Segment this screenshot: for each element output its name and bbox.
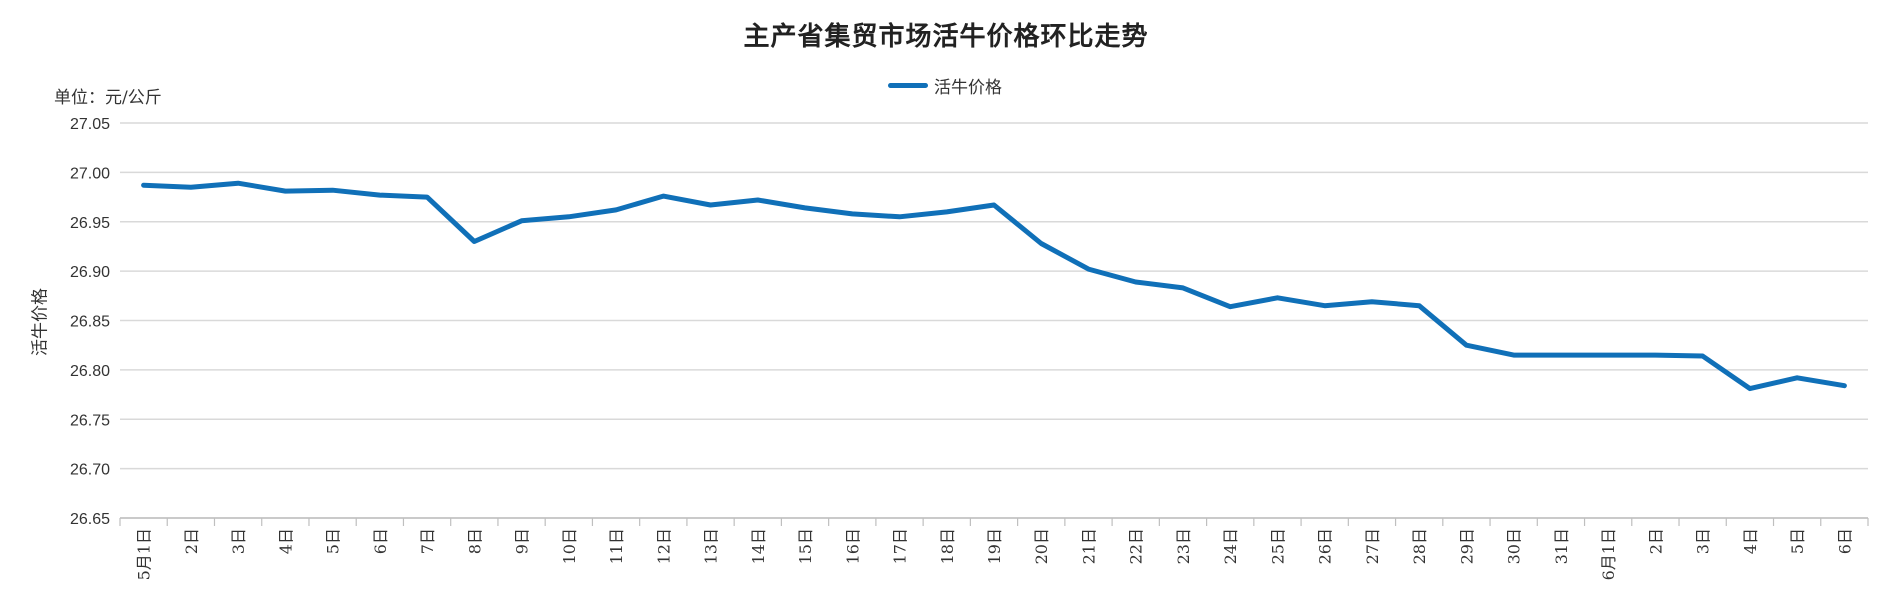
- x-tick-label: 12日: [654, 528, 673, 564]
- x-tick-label: 19日: [985, 528, 1004, 564]
- x-tick-label: 23日: [1174, 528, 1193, 564]
- x-tick-label: 22日: [1127, 528, 1146, 564]
- x-tick-label: 25日: [1268, 528, 1287, 564]
- y-tick-label: 26.70: [70, 462, 110, 479]
- x-tick-label: 6月1日: [1599, 528, 1618, 580]
- x-tick-label: 3日: [1694, 528, 1713, 554]
- x-tick-label: 28日: [1410, 528, 1429, 564]
- x-tick-label: 6日: [1835, 528, 1854, 554]
- x-tick-label: 7日: [418, 528, 437, 554]
- x-tick-label: 4日: [1741, 528, 1760, 554]
- y-tick-label: 26.85: [70, 314, 110, 331]
- x-tick-label: 13日: [702, 528, 721, 564]
- x-tick-label: 20日: [1032, 528, 1051, 564]
- x-tick-label: 31日: [1552, 528, 1571, 564]
- y-tick-label: 26.95: [70, 215, 110, 232]
- x-tick-label: 6日: [371, 528, 390, 554]
- x-tick-label: 18日: [938, 528, 957, 564]
- x-tick-label: 10日: [560, 528, 579, 564]
- x-tick-label: 24日: [1221, 528, 1240, 564]
- x-tick-label: 4日: [276, 528, 295, 554]
- x-tick-label: 5日: [324, 528, 343, 554]
- x-tick-label: 2日: [1646, 528, 1665, 554]
- legend: 活牛价格: [888, 73, 1002, 98]
- legend-label: 活牛价格: [934, 78, 1002, 98]
- x-tick-label: 9日: [513, 528, 532, 554]
- unit-label: 单位：元/公斤: [54, 88, 162, 108]
- x-tick-label: 3日: [229, 528, 248, 554]
- x-tick-label: 11日: [607, 528, 626, 564]
- chart-title: 主产省集贸市场活牛价格环比走势: [743, 22, 1149, 52]
- x-tick-label: 21日: [1079, 528, 1098, 564]
- x-tick-label: 29日: [1457, 528, 1476, 564]
- y-tick-label: 26.65: [70, 511, 110, 528]
- x-tick-label: 14日: [749, 528, 768, 564]
- x-tick-label: 2日: [182, 528, 201, 554]
- x-tick-label: 27日: [1363, 528, 1382, 564]
- x-tick-label: 30日: [1505, 528, 1524, 564]
- x-tick-label: 5月1日: [135, 528, 154, 580]
- y-tick-label: 27.00: [70, 165, 110, 182]
- series-line: [141, 180, 1847, 392]
- x-tick-label: 26日: [1316, 528, 1335, 564]
- y-tick-label: 26.80: [70, 363, 110, 380]
- x-tick-label: 5日: [1788, 528, 1807, 554]
- y-tick-label: 27.05: [70, 116, 110, 133]
- y-tick-label: 26.90: [70, 264, 110, 281]
- x-tick-label: 8日: [465, 528, 484, 554]
- y-tick-label: 26.75: [70, 412, 110, 429]
- legend-swatch: [888, 83, 928, 88]
- x-tick-label: 16日: [843, 528, 862, 564]
- x-tick-label: 15日: [796, 528, 815, 564]
- x-tick-label: 17日: [891, 528, 910, 564]
